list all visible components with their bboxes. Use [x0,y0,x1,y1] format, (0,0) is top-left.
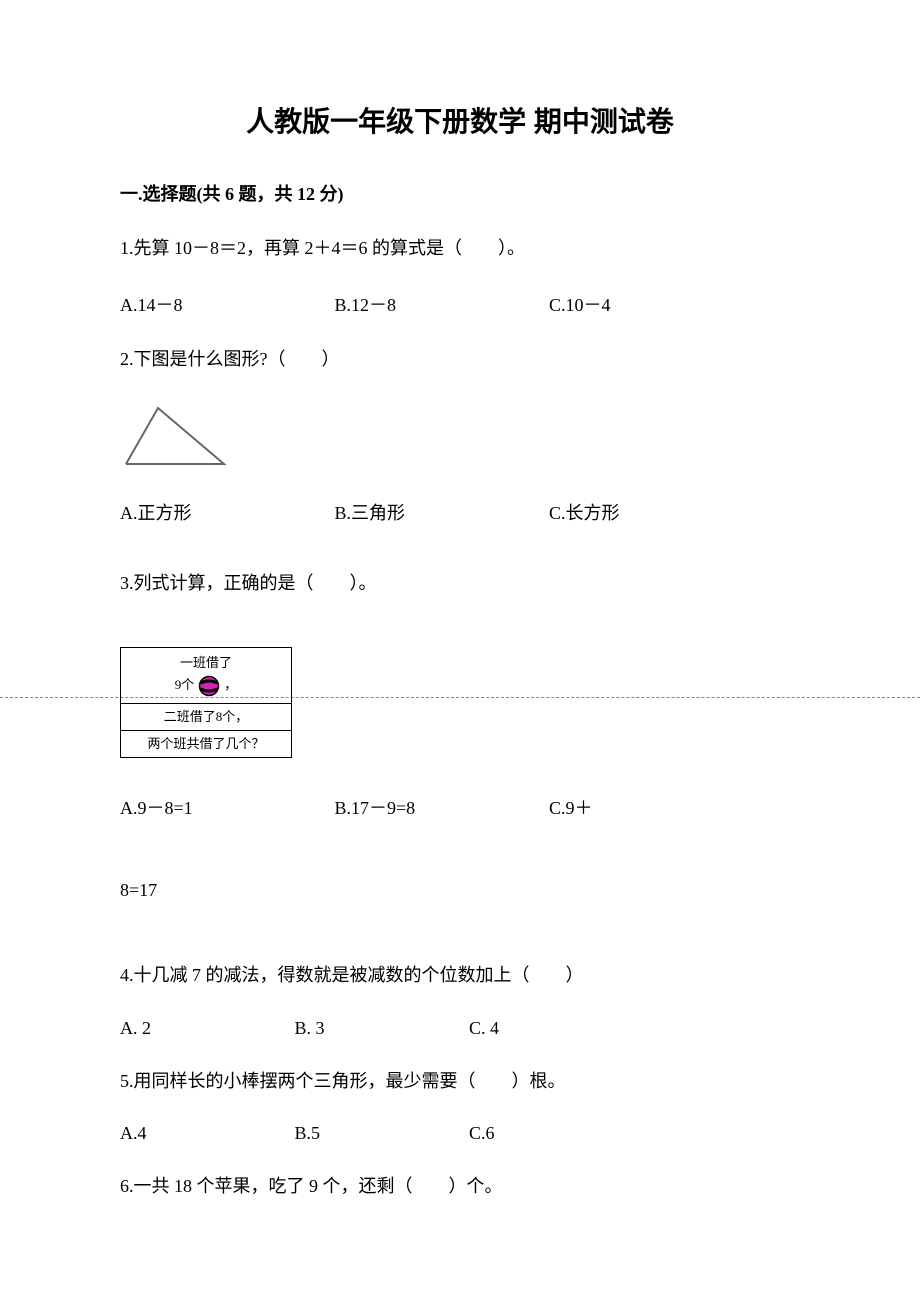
q5-option-b: B.5 [295,1123,465,1144]
q3-box-row1: 一班借了 9个 ， [121,648,291,703]
q5-option-a: A.4 [120,1123,290,1144]
triangle-icon [120,402,230,470]
q4-options: A. 2 B. 3 C. 4 [120,1018,800,1039]
q3-box-row3: 两个班共借了几个？ [121,731,291,757]
q3-text: 3.列式计算，正确的是（ ）。 [120,569,800,598]
q3-option-b: B.17－9=8 [335,794,545,820]
q3-box-row1-suffix: ， [224,676,237,694]
exam-page: 人教版一年级下册数学 期中测试卷 一.选择题(共 6 题，共 12 分) 1.先… [0,0,920,1302]
q3-box-row2: 二班借了8个， [121,704,291,731]
q4-option-b: B. 3 [295,1018,465,1039]
q3-option-c: C.9＋ [549,794,759,820]
q1-text: 1.先算 10－8＝2，再算 2＋4＝6 的算式是（ ）。 [120,234,800,263]
q4-text: 4.十几减 7 的减法，得数就是被减数的个位数加上（ ） [120,961,800,990]
q1-option-b: B.12－8 [335,291,545,317]
q4-option-a: A. 2 [120,1018,290,1039]
ball-icon [198,675,220,697]
q3-word-problem-box: 一班借了 9个 ， 二班借了8个， 两个班共借了几个？ [120,647,292,758]
q4-option-c: C. 4 [469,1018,639,1039]
q5-text: 5.用同样长的小棒摆两个三角形，最少需要（ ）根。 [120,1067,800,1096]
q3-box-row1-prefix: 9个 [175,676,195,694]
q1-option-a: A.14－8 [120,291,330,317]
section-1-header: 一.选择题(共 6 题，共 12 分) [120,180,800,206]
q2-text: 2.下图是什么图形?（ ） [120,345,800,374]
q2-option-a: A.正方形 [120,499,330,525]
q5-options: A.4 B.5 C.6 [120,1123,800,1144]
q3-box-row1-line1: 一班借了 [180,654,232,672]
q2-option-b: B.三角形 [335,499,545,525]
q6-text: 6.一共 18 个苹果，吃了 9 个，还剩（ ）个。 [120,1172,800,1201]
triangle-figure [120,402,800,475]
q1-options: A.14－8 B.12－8 C.10－4 [120,291,800,317]
q3-options: A.9－8=1 B.17－9=8 C.9＋ [120,794,800,820]
page-title: 人教版一年级下册数学 期中测试卷 [120,100,800,140]
q3-option-c-cont: 8=17 [120,876,800,905]
q3-option-a: A.9－8=1 [120,794,330,820]
q2-options: A.正方形 B.三角形 C.长方形 [120,499,800,525]
q2-option-c: C.长方形 [549,499,759,525]
q5-option-c: C.6 [469,1123,639,1144]
q1-option-c: C.10－4 [549,291,759,317]
